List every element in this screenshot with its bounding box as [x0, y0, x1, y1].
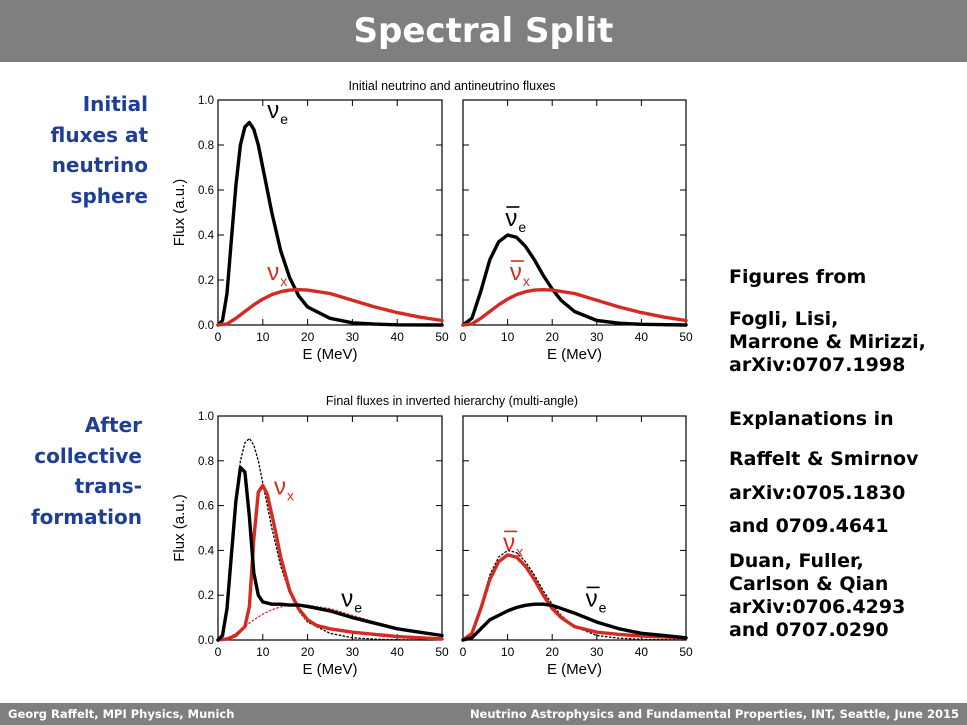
series-label-subscript: x: [280, 273, 287, 289]
x-tick-label-r2p2: 40: [635, 645, 649, 659]
x-tick-label-r2p1: 50: [435, 645, 449, 659]
label-initial-fluxes: Initial fluxes at neutrino sphere: [50, 92, 148, 208]
x-tick-label-r2p1: 30: [346, 645, 360, 659]
x-tick-label-r1p2: 50: [679, 330, 693, 344]
x-axis-label-r1p2: E (MeV): [547, 346, 602, 363]
x-axis-label-r2p2: E (MeV): [547, 661, 602, 678]
series-label-nu: ν: [510, 259, 522, 286]
slide-title: Spectral Split: [353, 11, 614, 51]
plot-frame-r2p2: [462, 415, 687, 641]
series-label-nu: ν: [503, 529, 515, 556]
series-line-r2p1-3: [216, 483, 444, 642]
plot-frame-r2p1: [217, 415, 443, 641]
plot-frame-r1p1: [217, 99, 443, 326]
x-tick-label-r2p2: 10: [501, 645, 515, 659]
label-after-transformation: After collective trans- formation: [30, 413, 142, 529]
x-tick-label-r2p1: 40: [391, 645, 405, 659]
y-tick-label-r2p1: 0.4: [198, 545, 215, 557]
x-tick-label-r1p1: 10: [256, 330, 270, 344]
chart-title-1: Initial neutrino and antineutrino fluxes: [348, 79, 555, 93]
series-line-r2p1-4: [216, 465, 444, 642]
x-tick-label-r1p1: 50: [435, 330, 449, 344]
series-label-subscript: x: [523, 273, 530, 289]
title-banner: Spectral Split: [0, 0, 967, 62]
figures-from-heading: Figures from: [729, 266, 867, 288]
series-label-nu: ν: [274, 473, 286, 500]
series-label-nu: ν: [586, 585, 598, 612]
x-tick-label-r1p2: 40: [635, 330, 649, 344]
x-axis-label-r2p1: E (MeV): [302, 661, 357, 678]
reference-raffelt-arxiv: arXiv:0705.1830: [729, 482, 906, 504]
series-label-subscript: e: [354, 599, 362, 615]
y-tick-label-r2p1: 1.0: [198, 411, 214, 423]
series-line-r1p1-2: [216, 288, 444, 327]
x-tick-label-r2p1: 0: [215, 645, 222, 659]
x-tick-label-r1p1: 0: [215, 330, 222, 344]
y-tick-label-r2p1: 0.8: [198, 456, 214, 468]
x-tick-label-r1p2: 0: [460, 330, 467, 344]
series-line-r2p2-2: [461, 553, 688, 642]
series-label-nu: ν: [267, 259, 279, 286]
y-tick-label-r2p1: 0.6: [198, 501, 214, 513]
y-axis-label-2: Flux (a.u.): [171, 494, 188, 562]
x-tick-label-r1p1: 40: [391, 330, 405, 344]
x-tick-label-r2p2: 50: [679, 645, 693, 659]
y-tick-label-r1p1: 0.6: [198, 185, 214, 197]
x-tick-label-r1p2: 20: [546, 330, 560, 344]
series-line-r1p2-2: [461, 288, 688, 327]
series-line-r1p2-1: [461, 233, 688, 327]
footer-banner: Georg Raffelt, MPI Physics, Munich Neutr…: [0, 703, 967, 725]
footer-author: Georg Raffelt, MPI Physics, Munich: [8, 707, 235, 721]
reference-fogli: Fogli, Lisi, Marrone & Mirizzi, arXiv:07…: [729, 308, 926, 376]
series-label-nu: ν: [341, 585, 353, 612]
series-label-subscript: x: [287, 487, 294, 503]
reference-raffelt-authors: Raffelt & Smirnov: [729, 448, 919, 470]
x-tick-label-r2p2: 0: [460, 645, 467, 659]
x-tick-label-r1p2: 10: [501, 330, 515, 344]
y-tick-label-r1p1: 0.0: [198, 320, 214, 332]
series-label-nu: ν: [267, 97, 279, 124]
series-label-subscript: e: [518, 219, 526, 235]
reference-duan: Duan, Fuller, Carlson & Qian arXiv:0706.…: [729, 550, 906, 641]
y-tick-label-r2p1: 0.0: [198, 635, 214, 647]
y-axis-label-1: Flux (a.u.): [171, 179, 188, 247]
chart-title-2: Final fluxes in inverted hierarchy (mult…: [326, 394, 578, 408]
explanations-in-heading: Explanations in: [729, 408, 894, 430]
x-tick-label-r2p1: 20: [301, 645, 315, 659]
x-tick-label-r2p1: 10: [256, 645, 270, 659]
x-axis-label-r1p1: E (MeV): [302, 346, 357, 363]
y-tick-label-r1p1: 0.4: [198, 230, 215, 242]
series-label-subscript: e: [280, 111, 288, 127]
series-line-r2p2-3: [461, 602, 688, 642]
x-tick-label-r1p1: 30: [346, 330, 360, 344]
series-label-subscript: e: [599, 599, 607, 615]
x-tick-label-r1p2: 30: [590, 330, 604, 344]
series-line-r1p1-1: [216, 120, 444, 327]
x-tick-label-r1p1: 20: [301, 330, 315, 344]
footer-event: Neutrino Astrophysics and Fundamental Pr…: [469, 707, 959, 721]
series-label-subscript: x: [516, 543, 523, 559]
y-tick-label-r2p1: 0.2: [198, 590, 214, 602]
spectral-split-figure: Initial neutrino and antineutrino fluxes…: [171, 79, 693, 678]
plot-frame-r1p2: [462, 99, 687, 326]
x-tick-label-r2p2: 20: [546, 645, 560, 659]
y-tick-label-r1p1: 0.8: [198, 140, 214, 152]
series-label-nu: ν: [505, 205, 517, 232]
y-tick-label-r1p1: 0.2: [198, 275, 214, 287]
y-tick-label-r1p1: 1.0: [198, 95, 214, 107]
reference-raffelt-and: and 0709.4641: [729, 515, 889, 537]
x-tick-label-r2p2: 30: [590, 645, 604, 659]
